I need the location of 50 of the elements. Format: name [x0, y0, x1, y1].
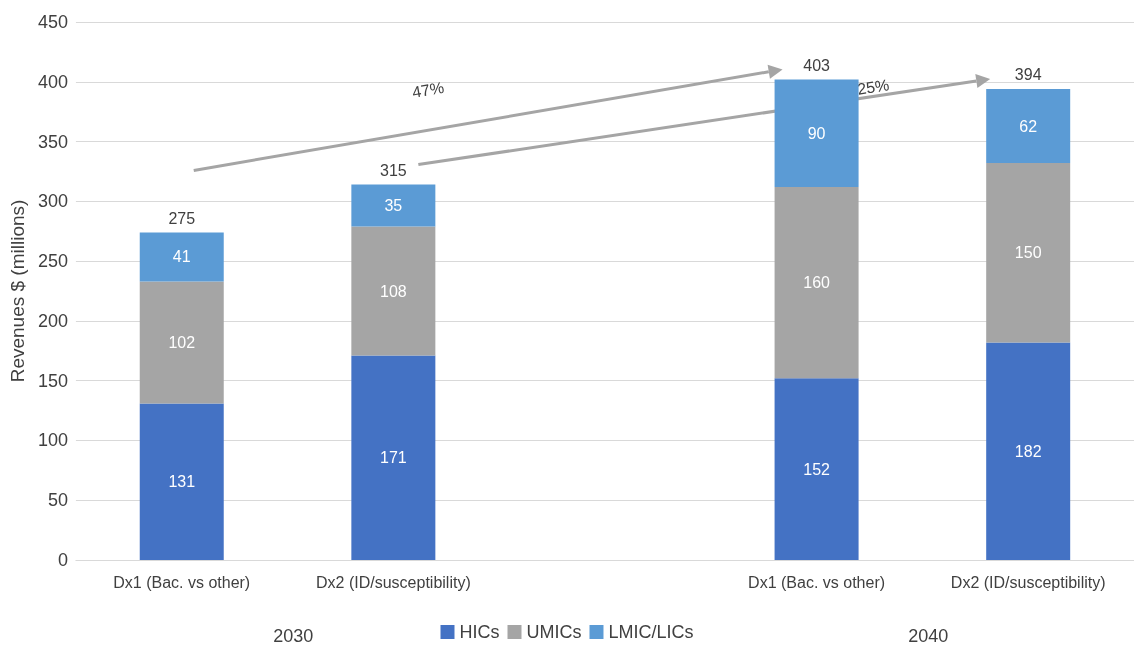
y-tick-label: 450 [37, 12, 68, 32]
bar [351, 184, 436, 227]
data-label: 152 [803, 460, 831, 478]
y-tick-label: 100 [37, 430, 68, 451]
text: 2040 [908, 626, 949, 646]
data-label: 182 [1014, 442, 1042, 460]
bar [139, 232, 224, 282]
data-label: 160 [803, 274, 831, 292]
total-label: 275 [168, 209, 196, 227]
legend-label: HICs [459, 622, 500, 642]
y-tick-label: 0 [57, 550, 68, 570]
bar [774, 79, 859, 187]
x-tick-label: Dx1 (Bac. vs other) [113, 573, 251, 591]
bar [986, 342, 1071, 560]
bar [351, 226, 436, 356]
y-tick-label: 50 [47, 490, 68, 511]
y-axis-title: Revenues $ (millions) [7, 199, 28, 383]
x-tick-label: Dx2 (ID/susceptibility) [316, 573, 471, 591]
bar [986, 163, 1071, 343]
bar [774, 378, 859, 560]
total-label: 394 [1014, 66, 1042, 84]
annotation: 25% [856, 76, 891, 98]
total-label: 403 [803, 56, 831, 74]
annotation: 47% [410, 78, 446, 101]
y-tick-label: 250 [37, 251, 68, 272]
y-tick-label: 200 [37, 310, 68, 331]
data-label: 171 [380, 449, 407, 467]
y-tick-label: 400 [37, 71, 68, 92]
data-label: 150 [1014, 244, 1042, 262]
legend-label: UMICs [526, 622, 582, 642]
bar [351, 355, 436, 560]
bar [774, 186, 859, 379]
x-tick-label: Dx2 (ID/susceptibility) [950, 573, 1106, 591]
bar [986, 88, 1071, 164]
bar [139, 403, 224, 560]
data-label: 102 [168, 333, 196, 351]
y-tick-label: 350 [37, 131, 68, 152]
x-tick-label: Dx1 (Bac. vs other) [748, 573, 886, 591]
bar [139, 281, 224, 404]
data-label: 41 [172, 248, 191, 266]
y-tick-label: 150 [37, 370, 68, 391]
data-label: 131 [168, 473, 196, 491]
legend-label: LMIC/LICs [608, 622, 694, 642]
data-label: 90 [807, 124, 826, 142]
y-tick-label: 300 [37, 191, 68, 212]
text: 2030 [273, 626, 314, 646]
total-label: 315 [380, 162, 407, 180]
data-label: 108 [380, 282, 407, 300]
data-label: 35 [384, 197, 403, 215]
data-label: 62 [1019, 117, 1038, 135]
